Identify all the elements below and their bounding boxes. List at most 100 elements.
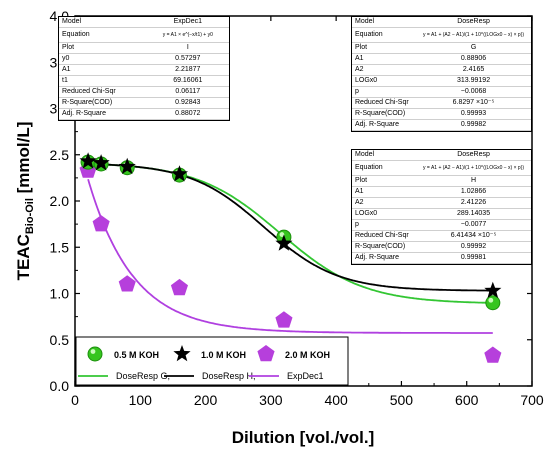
fit-curve — [88, 163, 493, 292]
legend-items: 0.5 M KOH 1.0 M KOH 2.0 M KOH DoseResp G, Do… — [78, 345, 330, 381]
table-row: Equation y = A1 + (A2 − A1)/(1 + 10^((LOG… — [352, 27, 531, 43]
table-cell-value: H — [416, 175, 531, 187]
data-point — [79, 152, 97, 169]
table-cell-value: G — [416, 42, 531, 54]
data-point — [118, 157, 136, 175]
table-cell-label: Plot — [352, 175, 417, 187]
table-cell-value: 0.88906 — [416, 53, 531, 65]
data-point — [275, 234, 293, 251]
table-cell-value: 2.41226 — [416, 197, 531, 209]
table-cell-value: 289.14035 — [416, 208, 531, 220]
data-point — [118, 275, 136, 292]
table-header-label: Model — [59, 17, 147, 28]
table-cell-label: LOGx0 — [352, 208, 417, 220]
legend-box — [75, 336, 349, 386]
table-row: Equation y = A1 × e^(−x/t1) + y0 — [59, 27, 229, 43]
table-cell-label: Reduced Chi-Sqr — [352, 97, 417, 109]
table-row: A2 2.41226 — [352, 197, 531, 209]
y-axis-label: TEACBio-Oil [mmol/L] — [14, 122, 36, 281]
x-tick-label: 400 — [324, 392, 348, 408]
data-point — [484, 281, 502, 298]
y-tick-label: 1.5 — [50, 239, 70, 255]
legend-label: 1.0 M KOH — [201, 350, 246, 360]
data-point — [275, 311, 293, 328]
table-cell-value: 313.99192 — [416, 75, 531, 87]
table-cell-value: −0.0068 — [416, 86, 531, 98]
table-row: Reduced Chi-Sqr 6.8297 ×10⁻⁵ — [352, 97, 531, 109]
table-cell-value: 0.99981 — [416, 252, 531, 264]
data-point — [170, 278, 188, 296]
table-row: R-Square(COD) 0.99992 — [352, 241, 531, 253]
y-tick-label: 0.0 — [50, 378, 70, 394]
table-cell-label: Adj. R-Square — [59, 108, 147, 120]
table-header-value: DoseResp — [416, 150, 531, 161]
x-tick-label: 100 — [129, 392, 153, 408]
table-cell-label: A2 — [352, 64, 417, 76]
table-cell-value: y = A1 + (A2 − A1)/(1 + 10^((LOGx0 − x) … — [416, 160, 531, 176]
doseresp-g-fit-table: Model DoseResp Equation y = A1 + (A2 − A1… — [351, 16, 532, 132]
table-cell-value: 0.06117 — [146, 86, 229, 98]
table-cell-value: 0.99982 — [416, 119, 531, 131]
fit-curve — [87, 179, 493, 334]
table-cell-value: 0.57297 — [146, 53, 229, 65]
table-row: Reduced Chi-Sqr 0.06117 — [59, 86, 229, 98]
legend-fit-label: DoseResp H, — [202, 371, 256, 381]
table-cell-label: Reduced Chi-Sqr — [352, 230, 417, 242]
table-cell-label: p — [352, 86, 417, 98]
table-cell-value: 2.4165 — [416, 64, 531, 76]
table-cell-label: A1 — [59, 64, 147, 76]
table-cell-label: A2 — [352, 197, 417, 209]
table-row: R-Square(COD) 0.92843 — [59, 97, 229, 109]
legend-marker — [87, 346, 103, 362]
x-tick-label: 200 — [194, 392, 218, 408]
data-point — [92, 215, 110, 232]
table-cell-value: 69.16061 — [146, 75, 229, 87]
y-tick-label: 0.5 — [50, 332, 70, 348]
table-cell-label: A1 — [352, 53, 417, 65]
table-cell-label: y0 — [59, 53, 147, 65]
table-cell-value: 0.99992 — [416, 241, 531, 253]
table-cell-label: LOGx0 — [352, 75, 417, 87]
legend-label: 0.5 M KOH — [114, 350, 159, 360]
table-cell-label: R-Square(COD) — [352, 108, 417, 120]
table-row: A1 1.02866 — [352, 186, 531, 198]
table-row: Adj. R-Square 0.88072 — [59, 108, 229, 120]
legend-fit-label: ExpDec1 — [287, 371, 324, 381]
table-cell-value: 2.21877 — [146, 64, 229, 76]
table-row: y0 0.57297 — [59, 53, 229, 65]
legend-marker — [173, 345, 191, 362]
table-row: Reduced Chi-Sqr 6.41434 ×10⁻⁵ — [352, 230, 531, 242]
table-cell-value: 6.8297 ×10⁻⁵ — [416, 97, 531, 109]
table-row: LOGx0 313.99192 — [352, 75, 531, 87]
table-row: Plot G — [352, 42, 531, 54]
table-cell-value: I — [146, 42, 229, 54]
doseresp-h-fit-table: Model DoseResp Equation y = A1 + (A2 − A1… — [351, 149, 532, 265]
table-row: A1 2.21877 — [59, 64, 229, 76]
table-cell-value: −0.0077 — [416, 219, 531, 231]
table-row: A2 2.4165 — [352, 64, 531, 76]
table-cell-value: 0.99993 — [416, 108, 531, 120]
data-point-highlight — [488, 297, 494, 303]
table-cell-label: Plot — [352, 42, 417, 54]
x-tick-label: 700 — [520, 392, 544, 408]
y-axis-label-main: TEAC — [14, 234, 33, 280]
table-row: p −0.0077 — [352, 219, 531, 231]
table-cell-label: t1 — [59, 75, 147, 87]
legend-fit-label: DoseResp G, — [116, 371, 170, 381]
table-cell-value: 1.02866 — [416, 186, 531, 198]
y-tick-label: 1.0 — [50, 286, 70, 302]
x-tick-label: 300 — [259, 392, 283, 408]
table-row: LOGx0 289.14035 — [352, 208, 531, 220]
x-axis-label: Dilution [vol./vol.] — [232, 428, 375, 447]
table-row: A1 0.88906 — [352, 53, 531, 65]
table-row: t1 69.16061 — [59, 75, 229, 87]
table-row: Plot H — [352, 175, 531, 187]
table-cell-value: 0.92843 — [146, 97, 229, 109]
legend-marker — [257, 345, 275, 362]
y-axis-label-unit: [mmol/L] — [14, 122, 33, 194]
table-cell-value: y = A1 × e^(−x/t1) + y0 — [146, 27, 229, 43]
table-header-value: ExpDec1 — [146, 17, 229, 28]
table-row: p −0.0068 — [352, 86, 531, 98]
table-header-value: DoseResp — [416, 17, 531, 28]
